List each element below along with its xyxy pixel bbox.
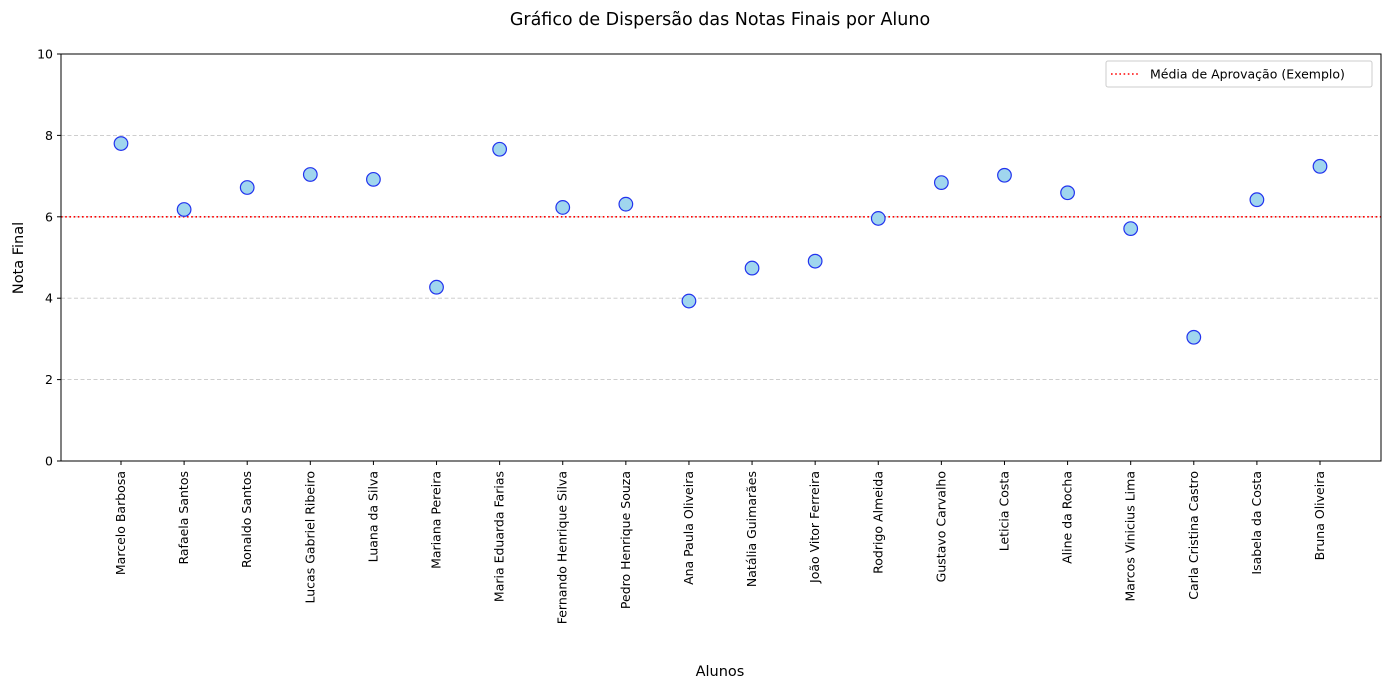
x-tick-label: Maria Eduarda Farias [492,471,507,602]
y-tick-label: 4 [45,291,53,306]
data-point [744,260,760,276]
y-tick-label: 8 [45,128,53,143]
x-tick-label: Gustavo Carvalho [933,471,948,582]
x-tick-label: Luana da Silva [365,471,380,562]
x-tick-label: Aline da Rocha [1060,471,1075,564]
x-tick-label: Fernando Henrique Silva [555,471,570,624]
data-point [870,211,886,226]
data-point [681,293,697,309]
data-point [1312,158,1328,174]
chart-title: Gráfico de Dispersão das Notas Finais po… [510,10,930,30]
plot-area-frame [60,53,1382,462]
legend-box [1105,60,1373,88]
data-point [933,175,949,191]
y-gridlines [61,134,1381,381]
x-tick-label: Rafaela Santos [176,471,191,565]
data-point [1186,329,1202,345]
x-tick-label: Ana Paula Oliveira [681,471,696,585]
x-tick-label: Marcelo Barbosa [113,471,128,575]
y-tick-label: 2 [45,372,53,387]
data-point [1060,185,1075,201]
y-tick-label: 0 [45,454,53,469]
data-point [618,196,634,212]
data-point [113,136,129,151]
y-axis-label: Nota Final [11,222,27,294]
x-axis-label: Alunos [696,664,745,680]
x-tick-label: Pedro Henrique Souza [618,471,633,609]
x-tick-label: Rodrigo Almeida [870,471,885,574]
y-tick-label: 10 [37,47,53,62]
x-tick-label: Lucas Gabriel Ribeiro [302,471,317,603]
data-point [302,167,318,182]
x-tick-label: João Vitor Ferreira [807,471,822,584]
x-tick-label: Marcos Vinicius Lima [1123,471,1138,602]
y-tick-label: 6 [45,209,53,224]
data-point [366,171,381,187]
data-point [176,202,192,217]
x-tick-label: Carla Cristina Castro [1186,471,1201,600]
x-tick-label: Leticia Costa [996,471,1011,551]
x-tick-label: Natália Guimarães [744,471,759,587]
x-tick-label: Mariana Pereira [429,471,444,569]
legend: Média de Aprovação (Exemplo) [1105,60,1373,88]
data-points [113,136,1328,345]
data-point [239,180,255,195]
x-tick-label: Isabela da Costa [1249,471,1264,575]
data-point [807,253,823,269]
data-point [997,167,1012,183]
x-axis-ticks: Marcelo Barbosa Rafaela Santos Ronaldo San… [113,461,1327,624]
data-point [555,200,571,215]
data-point [1123,221,1139,237]
data-point [429,279,444,295]
legend-label: Média de Aprovação (Exemplo) [1150,67,1345,82]
x-tick-label: Ronaldo Santos [239,471,254,568]
data-point [1249,192,1265,208]
y-axis-ticks: 0 2 4 6 8 10 [37,47,61,469]
data-point [492,141,508,157]
x-tick-label: Bruna Oliveira [1312,471,1327,560]
